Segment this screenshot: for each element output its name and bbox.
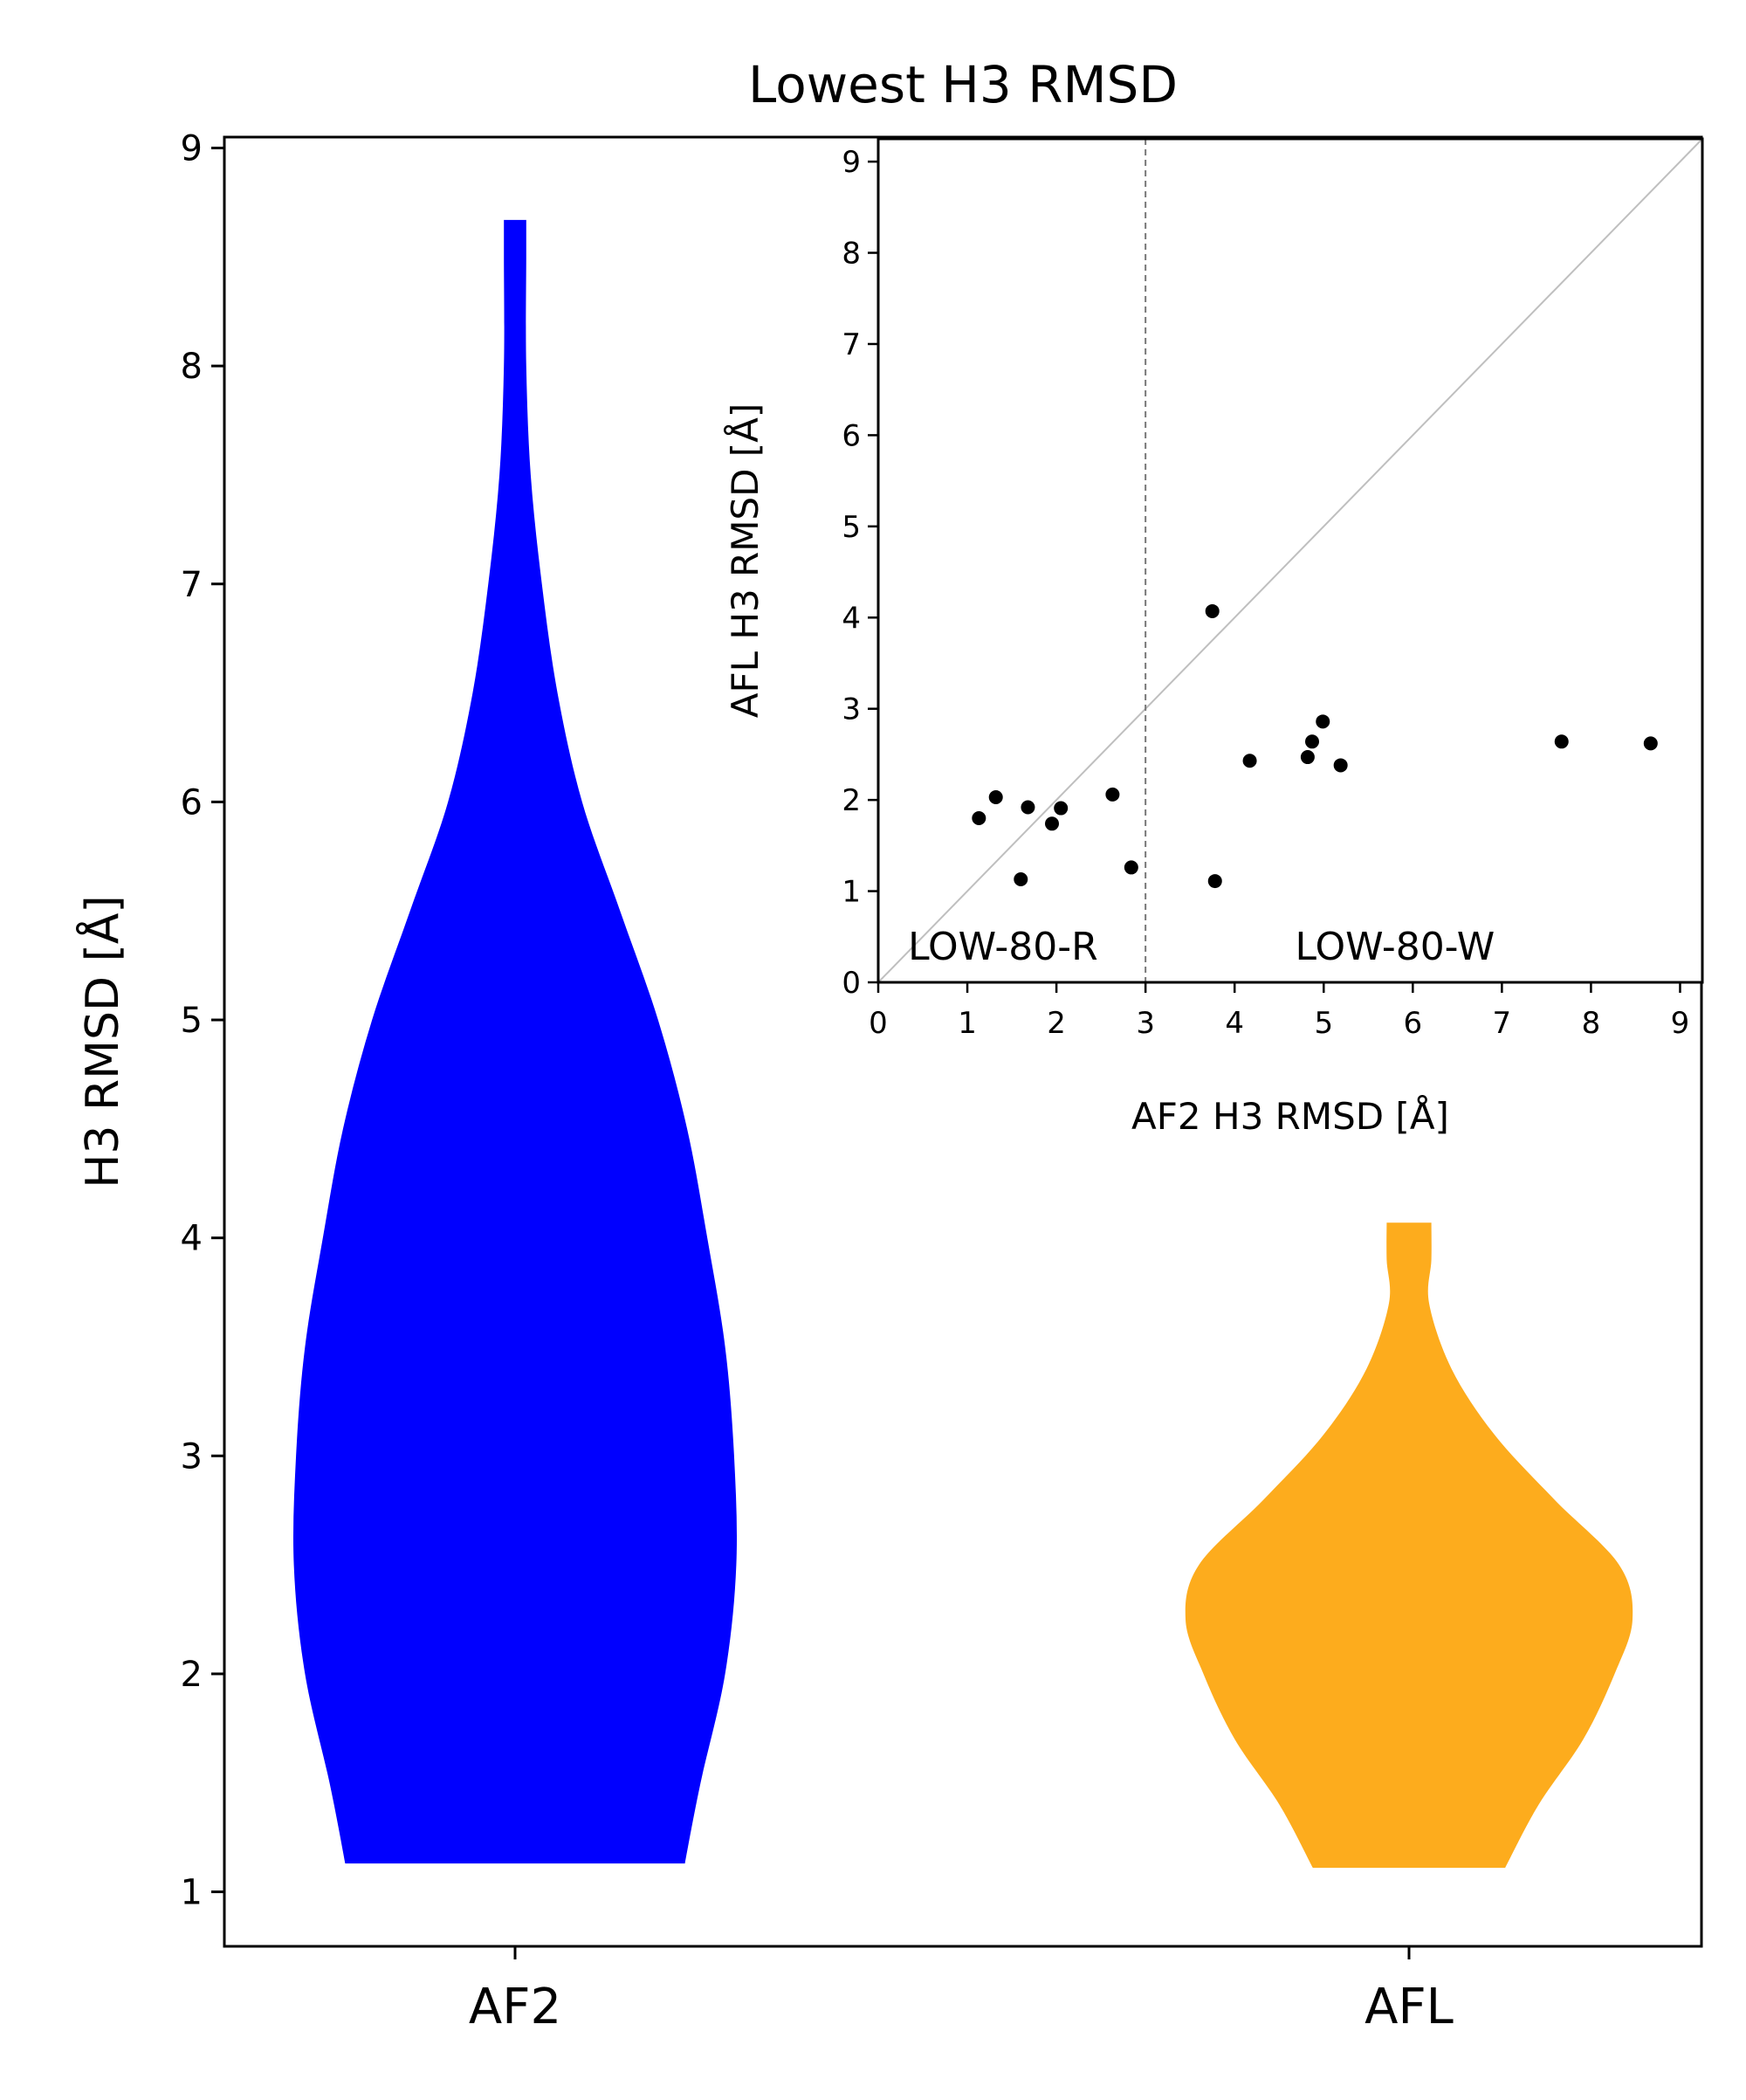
scatter-point: [1205, 603, 1220, 618]
scatter-point: [1316, 714, 1330, 729]
scatter-point: [1242, 754, 1257, 768]
y-axis-ticks: 1 2 3 4 5 6 7 8 9: [181, 128, 224, 1913]
chart-title: Lowest H3 RMSD: [748, 55, 1178, 114]
inset-x-tick-label: 3: [1136, 1006, 1155, 1041]
scatter-points: [972, 603, 1658, 889]
inset-y-tick-label: 2: [842, 783, 861, 818]
inset-y-tick-label: 8: [842, 237, 861, 272]
y-tick-label: 2: [181, 1655, 203, 1695]
inset-x-tick-label: 2: [1047, 1006, 1066, 1041]
scatter-point: [1021, 800, 1035, 815]
inset-y-tick-label: 6: [842, 418, 861, 453]
y-tick-label: 4: [181, 1219, 203, 1259]
y-tick-label: 3: [181, 1436, 203, 1477]
scatter-point: [1643, 736, 1658, 751]
inset-frame: [876, 137, 1704, 984]
inset-y-tick-label: 3: [842, 692, 861, 727]
inset-x-tick-label: 7: [1493, 1006, 1512, 1041]
scatter-point: [988, 790, 1003, 805]
scatter-point: [972, 811, 986, 826]
inset-x-tick-label: 0: [869, 1006, 888, 1041]
y-tick-label: 9: [181, 128, 203, 169]
y-axis-label: H3 RMSD [Å]: [75, 895, 129, 1188]
y-tick-label: 5: [181, 1001, 203, 1041]
region-label: LOW-80-R: [908, 925, 1098, 969]
scatter-point: [1124, 860, 1138, 875]
x-axis-ticks: AF2 AFL: [469, 1946, 1454, 2035]
violin-af2: [292, 219, 738, 1864]
inset-x-tick-label: 5: [1314, 1006, 1333, 1041]
inset-x-axis-label: AF2 H3 RMSD [Å]: [1131, 1094, 1449, 1138]
scatter-point: [1105, 787, 1120, 802]
identity-line: [877, 138, 1703, 983]
inset-x-tick-label: 4: [1225, 1006, 1244, 1041]
inset-y-tick-label: 1: [842, 875, 861, 910]
inset-scatter-plot: LOW-80-R LOW-80-W 0 1 2 3 4 5 6 7 8 9 0 1 2 3 4 5 6 7 8 9 A…: [723, 137, 1704, 1138]
inset-y-axis-label: AFL H3 RMSD [Å]: [723, 403, 766, 719]
y-tick-label: 6: [181, 782, 203, 823]
scatter-point: [1045, 816, 1060, 831]
inset-x-tick-label: 8: [1582, 1006, 1601, 1041]
inset-x-tick-label: 6: [1404, 1006, 1423, 1041]
scatter-point: [1300, 750, 1315, 765]
inset-y-tick-label: 5: [842, 510, 861, 545]
scatter-point: [1554, 734, 1569, 749]
x-tick-label: AFL: [1364, 1979, 1454, 2035]
inset-y-tick-label: 0: [842, 966, 861, 1001]
inset-x-axis-ticks: 0 1 2 3 4 5 6 7 8 9: [869, 982, 1689, 1041]
violins: [292, 219, 1633, 1869]
inset-y-tick-label: 4: [842, 601, 861, 636]
x-tick-label: AF2: [469, 1979, 561, 2035]
region-labels: LOW-80-R LOW-80-W: [908, 925, 1495, 969]
y-tick-label: 8: [181, 347, 203, 387]
region-label: LOW-80-W: [1296, 925, 1495, 969]
scatter-point: [1207, 874, 1222, 889]
inset-y-tick-label: 7: [842, 327, 861, 362]
inset-x-tick-label: 9: [1671, 1006, 1690, 1041]
scatter-point: [1014, 871, 1028, 886]
scatter-point: [1054, 801, 1069, 816]
violin-plot: Lowest H3 RMSD 1 2 3 4 5 6 7 8 9 AF2 AFL H3 RMSD …: [75, 55, 1703, 2035]
inset-y-tick-label: 9: [842, 145, 861, 180]
violin-afl: [1185, 1222, 1633, 1869]
y-tick-label: 7: [181, 565, 203, 605]
y-tick-label: 1: [181, 1873, 203, 1913]
inset-x-tick-label: 1: [958, 1006, 977, 1041]
scatter-point: [1333, 758, 1348, 773]
inset-y-axis-ticks: 0 1 2 3 4 5 6 7 8 9: [842, 145, 878, 1001]
scatter-point: [1305, 734, 1320, 749]
plot-frame: [223, 135, 1703, 1948]
